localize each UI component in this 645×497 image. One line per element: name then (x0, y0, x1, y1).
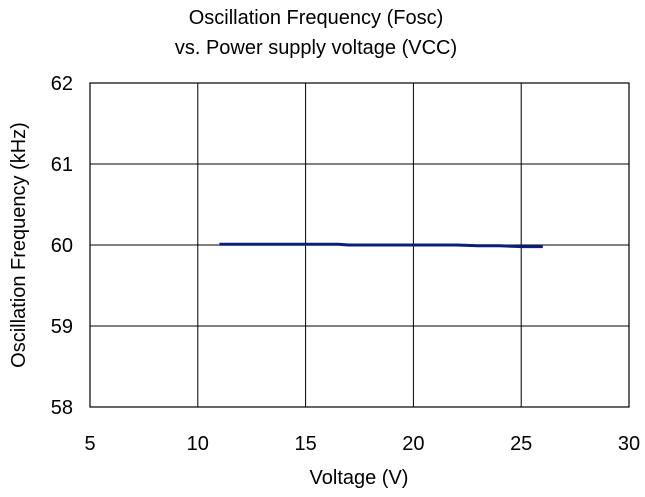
x-tick-label: 25 (510, 433, 532, 455)
x-tick-label: 5 (84, 433, 95, 455)
y-tick-label: 60 (51, 235, 73, 257)
y-tick-label: 62 (51, 73, 73, 95)
chart-title-line-2: vs. Power supply voltage (VCC) (175, 37, 457, 59)
y-tick-label: 61 (51, 154, 73, 176)
chart-title-line-1: Oscillation Frequency (Fosc) (189, 7, 444, 29)
x-tick-label: 10 (187, 433, 209, 455)
x-tick-label: 20 (402, 433, 424, 455)
plot-area (89, 82, 630, 408)
y-tick-label: 59 (51, 316, 73, 338)
x-axis-label: Voltage (V) (310, 467, 409, 489)
x-tick-label: 30 (618, 433, 640, 455)
tick-labels: 5 10 15 20 25 30 58 59 60 61 62 (51, 73, 640, 455)
y-tick-label: 58 (51, 397, 73, 419)
series (219, 242, 543, 249)
x-tick-label: 15 (294, 433, 316, 455)
y-axis-label: Oscillation Frequency (kHz) (8, 122, 30, 368)
series-line-0 (219, 242, 543, 249)
